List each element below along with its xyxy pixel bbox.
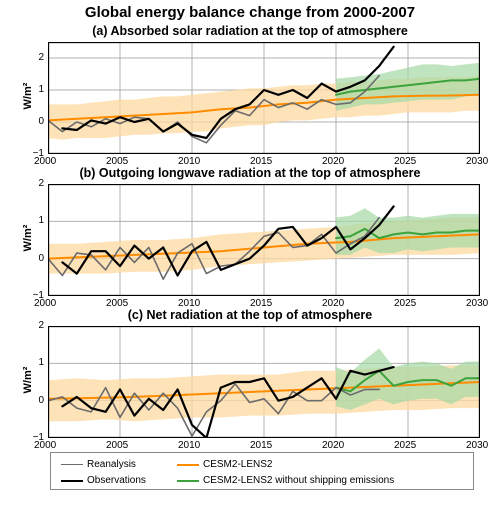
xtick-label: 2010 [178,440,200,451]
xtick-label: 2015 [250,440,272,451]
ytick-label: 2 [38,52,44,63]
subtitle-c: (c) Net radiation at the top of atmosphe… [0,308,500,322]
panel-c [48,326,480,438]
ytick-label: 0 [38,395,44,406]
ylabel-c: W/m² [22,360,34,400]
ytick-label: 2 [38,320,44,331]
ytick-label: 0 [38,116,44,127]
ytick-label: 1 [38,357,44,368]
subtitle-b: (b) Outgoing longwave radiation at the t… [0,166,500,180]
legend-label: Reanalysis [87,459,136,470]
xtick-label: 2005 [106,440,128,451]
legend-label: CESM2-LENS2 [203,459,272,470]
legend-label: CESM2-LENS2 without shipping emissions [203,475,394,486]
ytick-label: 0 [38,253,44,264]
legend-label: Observations [87,475,146,486]
subtitle-a: (a) Absorbed solar radiation at the top … [0,24,500,38]
ytick-label: 2 [38,178,44,189]
legend-item: Reanalysis [61,459,136,470]
xtick-label: 2020 [322,440,344,451]
ytick-label: 1 [38,84,44,95]
legend-item: CESM2-LENS2 without shipping emissions [177,475,394,486]
ylabel-a: W/m² [22,76,34,116]
panel-a [48,42,480,154]
main-title: Global energy balance change from 2000-2… [0,4,500,21]
panel-b [48,184,480,296]
legend-item: CESM2-LENS2 [177,459,272,470]
ytick-label: 1 [38,215,44,226]
ylabel-b: W/m² [22,218,34,258]
xtick-label: 2025 [394,440,416,451]
xtick-label: 2030 [466,440,488,451]
legend-item: Observations [61,475,146,486]
legend: Reanalysis Observations CESM2-LENS2 CESM2-L… [50,452,474,490]
xtick-label: 2000 [34,440,56,451]
